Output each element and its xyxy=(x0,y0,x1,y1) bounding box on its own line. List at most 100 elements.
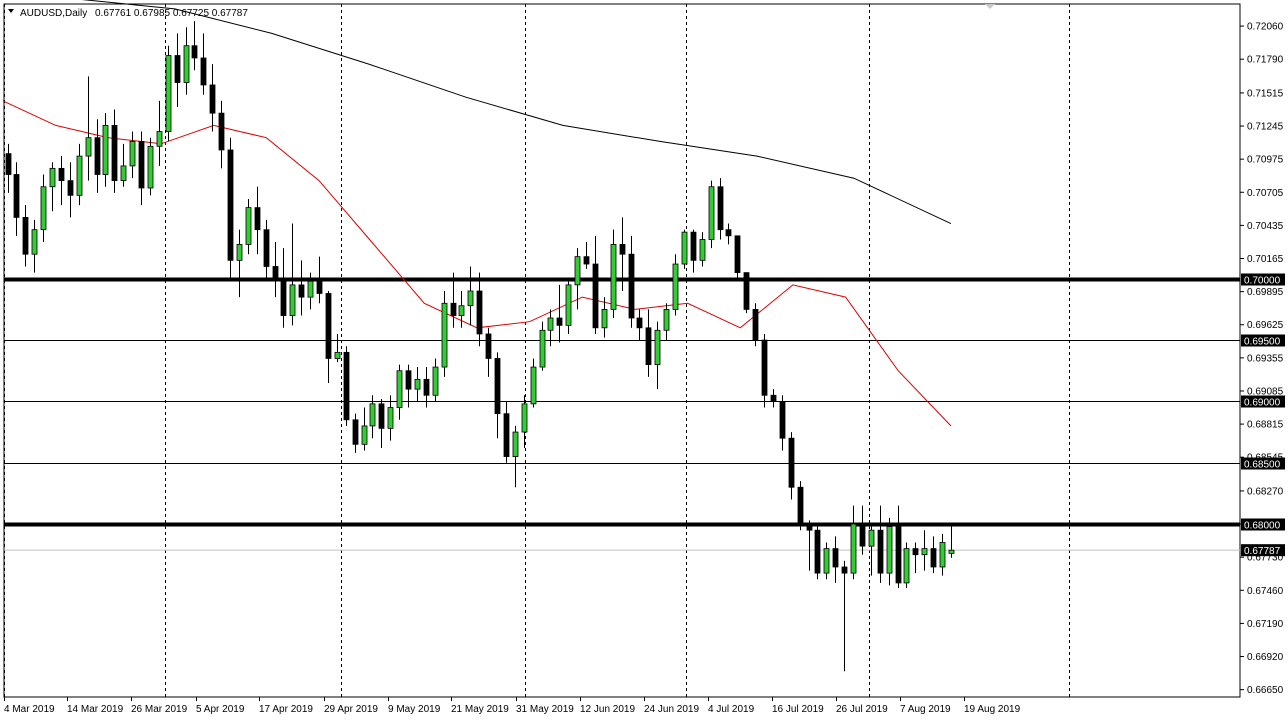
candle-body xyxy=(770,394,777,402)
candle-body xyxy=(601,309,608,329)
candle-body xyxy=(174,55,181,83)
candle-bear xyxy=(761,333,768,408)
candle-bull xyxy=(414,367,421,402)
candle-body xyxy=(378,403,385,429)
candle-bear xyxy=(218,100,225,169)
level-price-label: 0.70000 xyxy=(1244,276,1281,287)
candle-bear xyxy=(636,309,643,341)
candle-body xyxy=(334,351,341,359)
candle-body xyxy=(76,155,83,196)
candle-body xyxy=(610,244,617,310)
candle-body xyxy=(49,167,56,188)
symbol-dropdown-icon[interactable] xyxy=(8,9,14,13)
candle-body xyxy=(227,149,234,261)
candle-bear xyxy=(174,33,181,108)
candle-bull xyxy=(307,272,314,310)
candle-bear xyxy=(556,284,563,343)
candle-bull xyxy=(610,229,617,318)
candle-bear xyxy=(209,64,216,132)
x-axis-label: 29 Apr 2019 xyxy=(324,704,378,715)
candle-bear xyxy=(405,364,412,408)
candle-body xyxy=(245,207,252,245)
candle-bull xyxy=(654,321,661,390)
candle-bull xyxy=(547,309,554,347)
candle-body xyxy=(672,263,679,310)
candle-body xyxy=(547,317,554,331)
candle-body xyxy=(120,165,127,182)
candle-bull xyxy=(236,229,243,298)
candle-body xyxy=(752,309,759,341)
y-axis-label: 0.69895 xyxy=(1247,287,1284,298)
candle-body xyxy=(877,529,884,574)
candle-bear xyxy=(797,481,804,531)
candle-body xyxy=(521,403,528,433)
candle-bull xyxy=(396,364,403,420)
candle-bear xyxy=(5,143,12,193)
y-axis-label: 0.66920 xyxy=(1247,652,1284,663)
candle-bear xyxy=(325,291,332,384)
candle-body xyxy=(22,217,29,255)
candle-body xyxy=(921,548,928,556)
x-axis-label: 26 Jul 2019 xyxy=(836,704,888,715)
candle-body xyxy=(636,317,643,329)
candle-body xyxy=(832,548,839,568)
candle-body xyxy=(814,529,821,574)
candle-body xyxy=(307,280,314,298)
candle-bear xyxy=(58,156,65,206)
candle-body xyxy=(565,284,572,326)
candle-body xyxy=(423,378,430,396)
level-price-tag xyxy=(1241,334,1285,347)
candle-body xyxy=(743,272,750,310)
candle-bear xyxy=(690,229,697,273)
y-axis-label: 0.67460 xyxy=(1247,586,1284,597)
candle-bull xyxy=(458,291,465,328)
y-axis-label: 0.71245 xyxy=(1247,122,1284,133)
y-axis-label: 0.71790 xyxy=(1247,55,1284,66)
candle-body xyxy=(200,57,207,86)
level-price-label: 0.68000 xyxy=(1244,521,1281,532)
candle-body xyxy=(734,235,741,274)
candle-bull xyxy=(85,76,92,181)
y-axis-label: 0.70435 xyxy=(1247,221,1284,232)
candle-bear xyxy=(912,542,919,574)
candle-bull xyxy=(432,358,439,402)
candle-bear xyxy=(316,256,323,304)
level-price-tag xyxy=(1241,273,1285,286)
candle-bull xyxy=(823,542,830,580)
candle-body xyxy=(129,140,136,167)
x-axis-label: 14 Mar 2019 xyxy=(67,704,124,715)
candle-bear xyxy=(877,505,884,583)
candle-bear xyxy=(272,241,279,298)
y-axis-label: 0.66650 xyxy=(1247,685,1284,696)
candle-bull xyxy=(76,143,83,206)
candle-body xyxy=(530,366,537,405)
candle-body xyxy=(717,186,724,231)
candle-body xyxy=(850,523,857,574)
candle-bear xyxy=(592,235,599,334)
candle-body xyxy=(574,256,581,286)
x-axis-label: 12 Jun 2019 xyxy=(580,704,635,715)
candle-body xyxy=(432,366,439,396)
candle-body xyxy=(859,523,866,547)
candle-body xyxy=(841,566,848,574)
y-axis-label: 0.71515 xyxy=(1247,88,1284,99)
candle-body xyxy=(218,112,225,151)
candle-body xyxy=(352,419,359,445)
candle-bull xyxy=(512,425,519,488)
candle-bull xyxy=(289,223,296,326)
candle-bull xyxy=(387,395,394,441)
candle-bear xyxy=(930,536,937,574)
candle-body xyxy=(494,358,501,415)
level-price-label: 0.68500 xyxy=(1244,460,1281,471)
y-axis-label: 0.68815 xyxy=(1247,420,1284,431)
candle-bear xyxy=(378,398,385,449)
y-axis-label: 0.70705 xyxy=(1247,188,1284,199)
x-axis-label: 9 May 2019 xyxy=(388,704,441,715)
candle-bull xyxy=(120,143,127,187)
chart-shift-marker-icon[interactable] xyxy=(985,4,995,9)
candle-bear xyxy=(94,119,101,193)
candle-bull xyxy=(565,278,572,334)
candle-body xyxy=(147,145,154,189)
candle-bull xyxy=(369,395,376,439)
moving-average-slow-line xyxy=(81,0,952,225)
